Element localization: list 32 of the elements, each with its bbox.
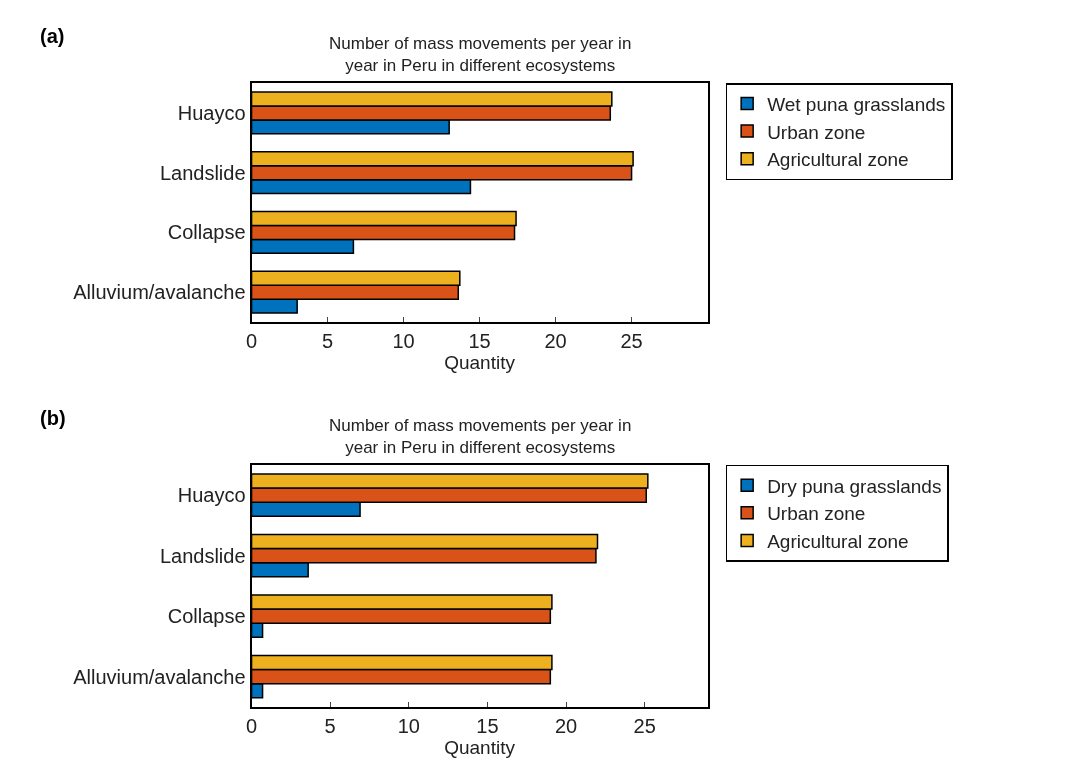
x-axis-title: Quantity <box>444 352 516 374</box>
text: (b) <box>40 407 66 429</box>
y-tick-label: Alluvium/avalanche <box>73 665 246 688</box>
chart-title: Number of mass movements per year in year in Peru in different ecosystems <box>329 34 632 76</box>
x-tick-label: 20 <box>554 714 578 737</box>
x-tick-label: 20 <box>544 330 567 353</box>
x-tick-label: 0 <box>245 714 258 737</box>
legend-label: Urban zone <box>767 503 866 525</box>
y-tick-label: Huayco <box>177 484 246 507</box>
legend-label: Agricultural zone <box>767 149 909 171</box>
x-tick-label: 25 <box>620 330 643 353</box>
y-tick-label: Landslide <box>159 161 246 184</box>
x-tick-label: 5 <box>324 714 336 737</box>
x-axis-title: Quantity <box>444 736 516 758</box>
x-tick-label: 0 <box>245 330 258 353</box>
y-tick-label: Collapse <box>167 221 246 244</box>
y-tick-label: Huayco <box>177 101 246 124</box>
y-tick-label: Landslide <box>159 544 246 567</box>
x-tick-label: 15 <box>468 330 491 353</box>
legend-label: Urban zone <box>767 121 866 143</box>
x-tick-label: 15 <box>476 714 499 737</box>
y-tick-label: Collapse <box>167 605 246 628</box>
x-tick-label: 10 <box>392 330 415 353</box>
x-tick-label: 25 <box>633 714 656 737</box>
chart-title: Number of mass movements per year in year in Peru in different ecosystems <box>329 416 632 458</box>
legend-label: Wet puna grasslands <box>767 93 946 115</box>
legend-label: Agricultural zone <box>767 530 909 552</box>
text: (a) <box>40 25 65 47</box>
x-tick-label: 10 <box>397 714 420 737</box>
y-tick-label: Alluvium/avalanche <box>73 281 246 304</box>
legend-label: Dry puna grasslands <box>767 475 942 497</box>
x-tick-label: 5 <box>321 330 334 353</box>
